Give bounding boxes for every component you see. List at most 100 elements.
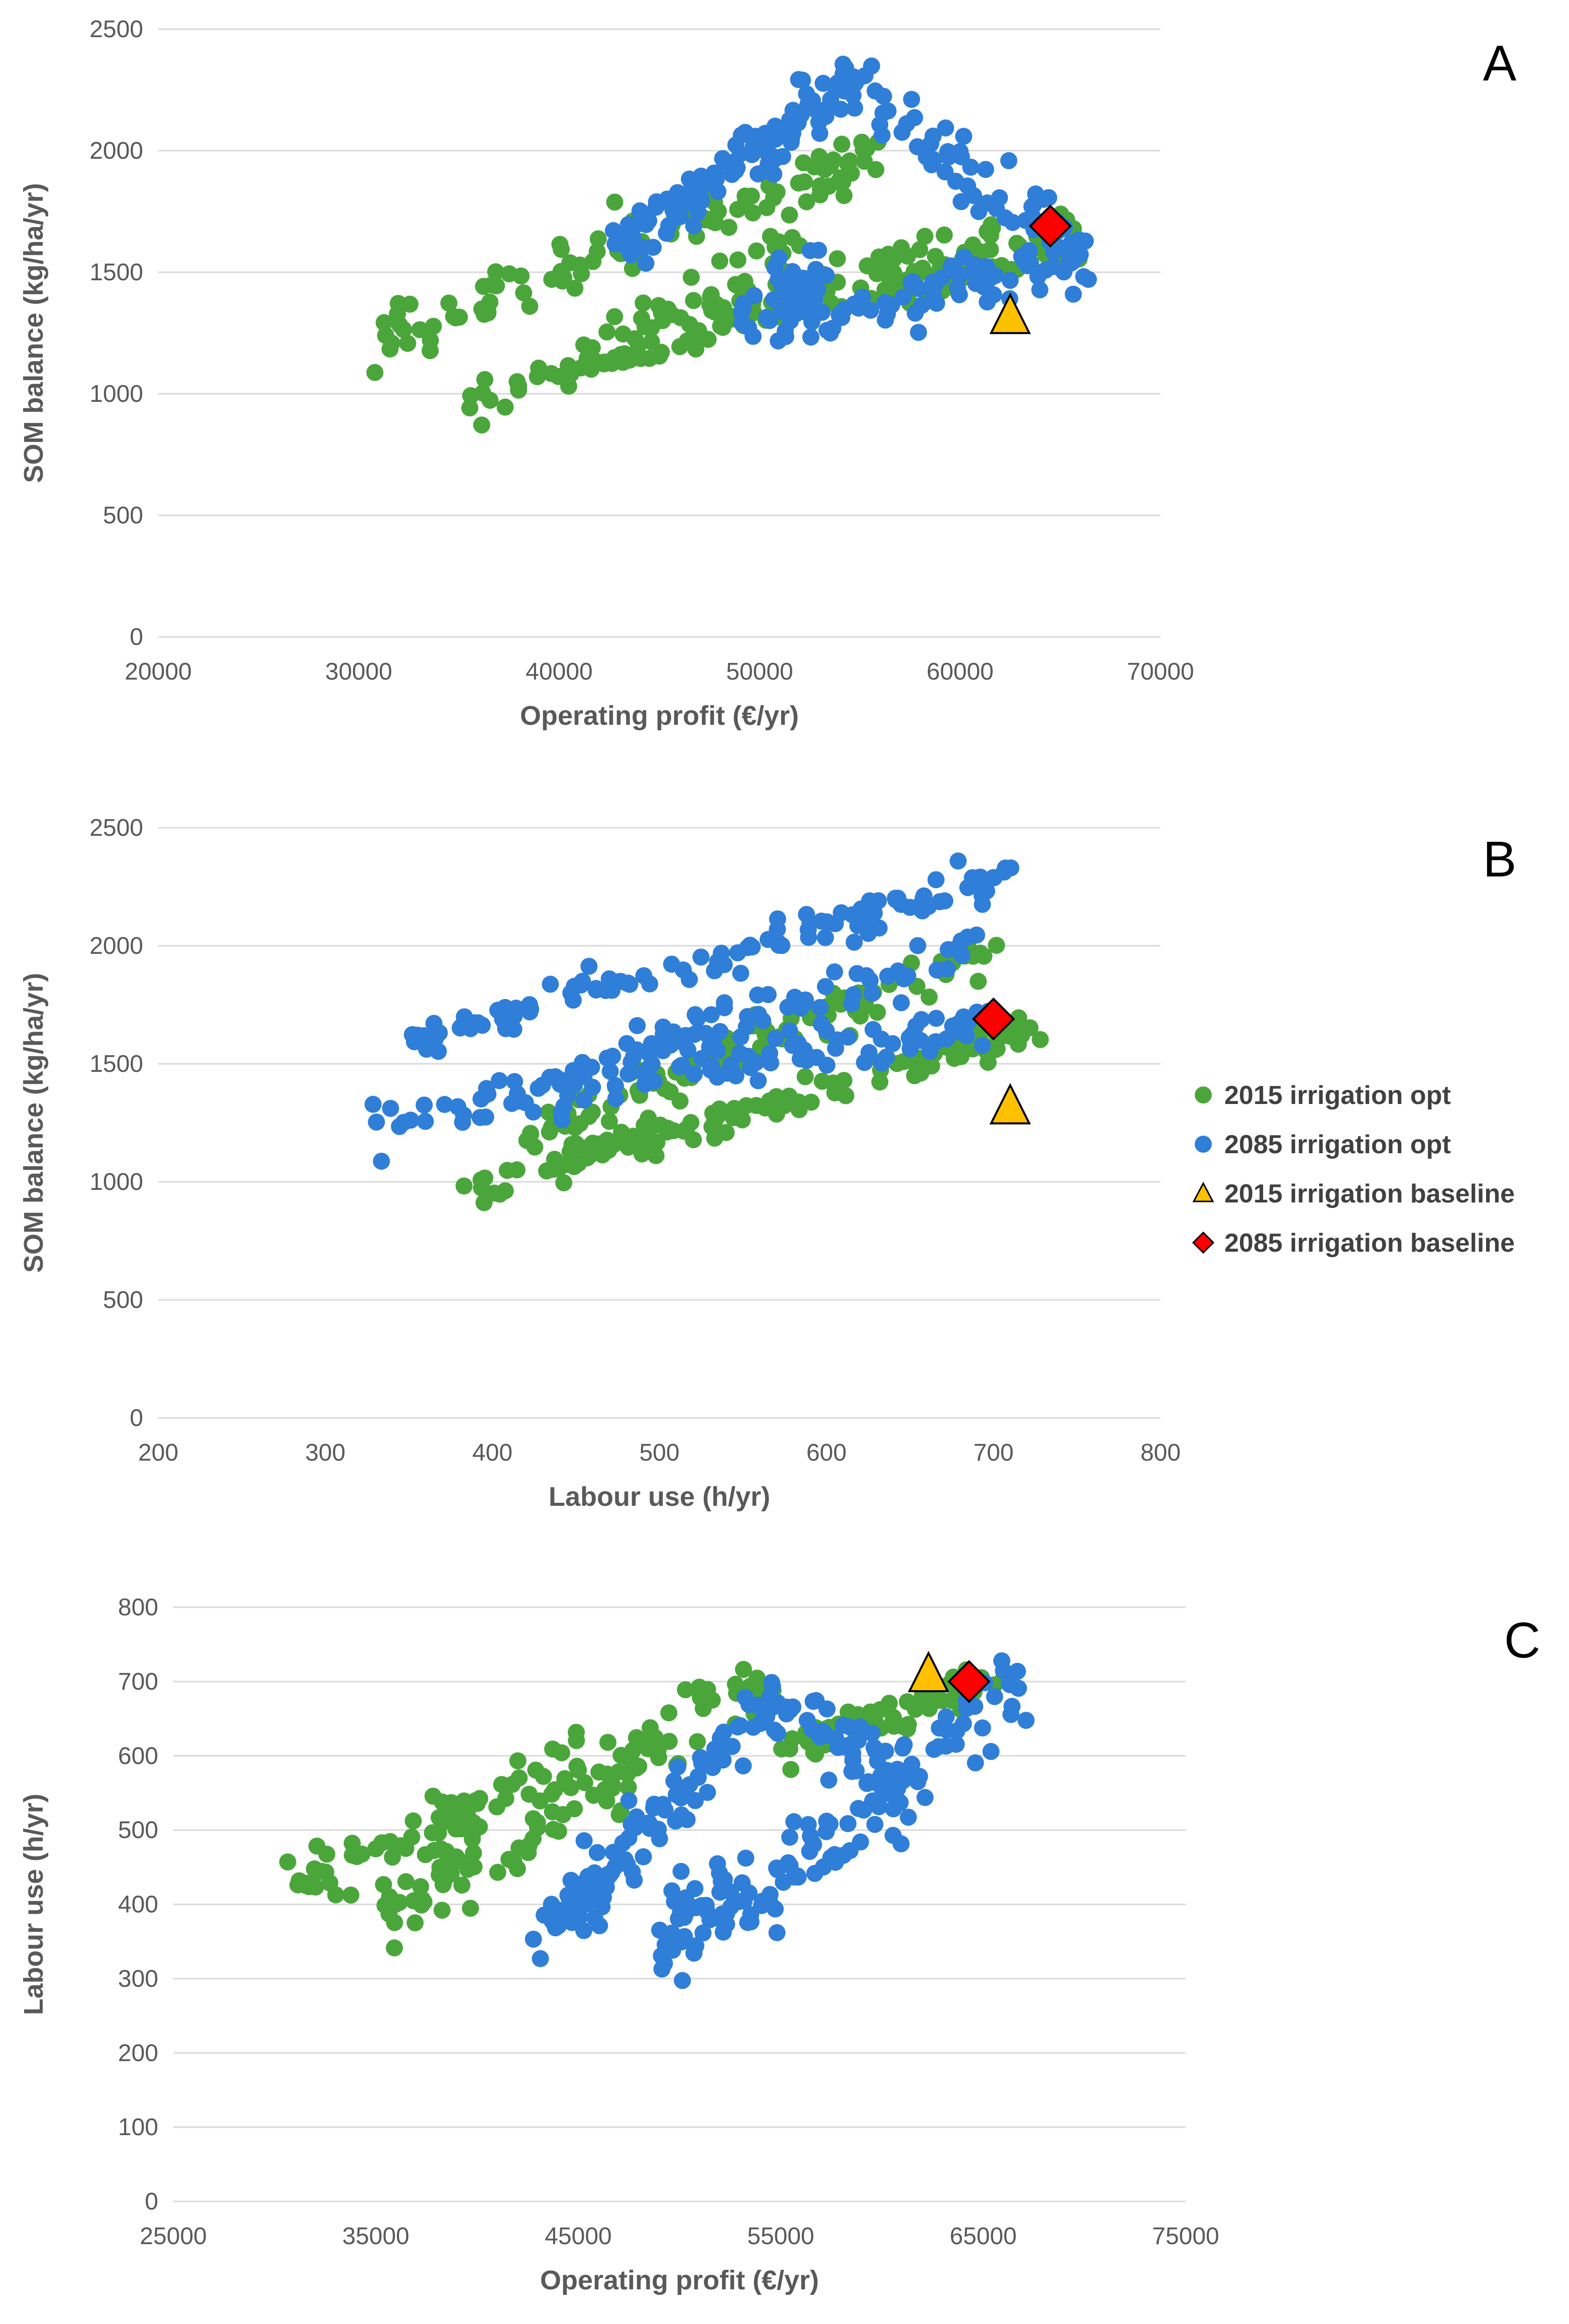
data-point <box>630 337 647 354</box>
data-point <box>689 1010 706 1027</box>
data-point <box>646 1072 663 1090</box>
data-point <box>500 1850 518 1868</box>
data-point <box>937 119 955 137</box>
data-point <box>770 934 787 952</box>
data-point <box>800 929 817 946</box>
data-point <box>936 892 954 910</box>
data-point <box>709 953 726 970</box>
y-tick-label: 2000 <box>89 138 143 164</box>
data-point <box>629 1813 646 1831</box>
data-point <box>562 984 580 1002</box>
y-tick-label: 500 <box>118 1817 158 1844</box>
data-point <box>958 1700 975 1717</box>
data-point <box>787 299 805 317</box>
data-point <box>279 1853 296 1871</box>
data-point <box>489 1863 506 1881</box>
x-tick-label: 300 <box>305 1440 345 1466</box>
data-point <box>637 255 655 272</box>
data-point <box>773 1740 790 1758</box>
data-point <box>892 239 910 257</box>
data-point <box>598 1049 616 1067</box>
data-point <box>630 1757 648 1775</box>
data-point <box>527 1761 545 1779</box>
data-point <box>510 381 528 399</box>
data-point <box>614 325 632 343</box>
data-point <box>801 242 819 259</box>
data-point <box>885 1717 903 1735</box>
data-point <box>373 1152 390 1170</box>
data-point <box>818 321 836 339</box>
series-2085-irrigation-opt <box>364 852 1019 1170</box>
data-point <box>744 938 761 956</box>
data-point <box>841 1842 859 1859</box>
data-point <box>927 871 945 889</box>
data-point <box>399 335 416 352</box>
data-point <box>988 200 1005 217</box>
data-point <box>769 921 786 938</box>
data-point <box>675 961 692 979</box>
data-point <box>487 263 504 281</box>
data-point <box>834 1716 852 1734</box>
data-point <box>720 218 738 236</box>
data-point <box>568 1732 585 1749</box>
data-point <box>589 230 607 248</box>
data-point <box>434 1793 451 1811</box>
legend-item: 2015 irrigation baseline <box>1192 1179 1515 1208</box>
data-point <box>562 1779 580 1797</box>
x-tick-label: 60000 <box>926 658 993 685</box>
data-point-triangle <box>989 292 1031 335</box>
data-point <box>510 1839 528 1857</box>
data-point <box>591 1917 608 1935</box>
data-point <box>876 281 894 298</box>
data-point <box>711 1023 729 1040</box>
data-point-triangle <box>989 1083 1031 1125</box>
panel-c: 0 100 200 300 400 500 600 700 800 25000 35000 45000… <box>19 1594 1540 2295</box>
x-tick-label: 50000 <box>726 658 793 685</box>
data-point <box>802 1827 819 1845</box>
data-point <box>475 305 493 323</box>
data-point <box>1002 859 1019 876</box>
series-2085-irrigation-baseline <box>1028 204 1072 248</box>
data-point <box>965 187 982 204</box>
data-point <box>833 136 851 153</box>
data-point <box>974 275 992 292</box>
data-point <box>645 1799 663 1817</box>
data-point <box>660 217 678 235</box>
x-tick-label: 70000 <box>1127 658 1194 685</box>
data-point <box>544 1740 562 1758</box>
data-point <box>909 937 926 954</box>
data-point <box>749 986 766 1004</box>
data-point <box>575 1832 593 1849</box>
data-point <box>779 999 797 1016</box>
data-point <box>986 1688 1003 1705</box>
data-point <box>606 1858 624 1875</box>
data-point <box>481 391 499 409</box>
data-point <box>375 314 393 331</box>
data-point <box>798 193 815 210</box>
data-point <box>798 85 815 102</box>
data-point <box>758 1708 776 1725</box>
data-point <box>685 292 702 309</box>
data-point <box>571 1115 589 1133</box>
data-point <box>595 353 613 371</box>
data-point <box>814 74 832 92</box>
data-point <box>645 239 662 256</box>
data-point <box>701 296 719 314</box>
data-point <box>869 1004 886 1021</box>
data-point <box>566 279 584 297</box>
data-point <box>927 1010 945 1027</box>
panel-b: 0 500 1000 1500 2000 2500 200 300 400 500 600 700 80… <box>19 815 1516 1512</box>
data-point <box>525 1930 542 1948</box>
series-2015-irrigation-opt <box>366 133 1088 434</box>
data-point <box>512 267 530 285</box>
data-point <box>415 1096 433 1114</box>
data-point <box>642 1719 659 1736</box>
data-point <box>297 1876 315 1894</box>
data-point <box>798 1712 816 1729</box>
data-point <box>798 906 815 923</box>
data-point <box>748 242 765 260</box>
data-point <box>532 1950 549 1967</box>
data-point <box>884 1827 902 1844</box>
y-tick-label: 0 <box>130 624 143 650</box>
data-point <box>576 1774 593 1792</box>
